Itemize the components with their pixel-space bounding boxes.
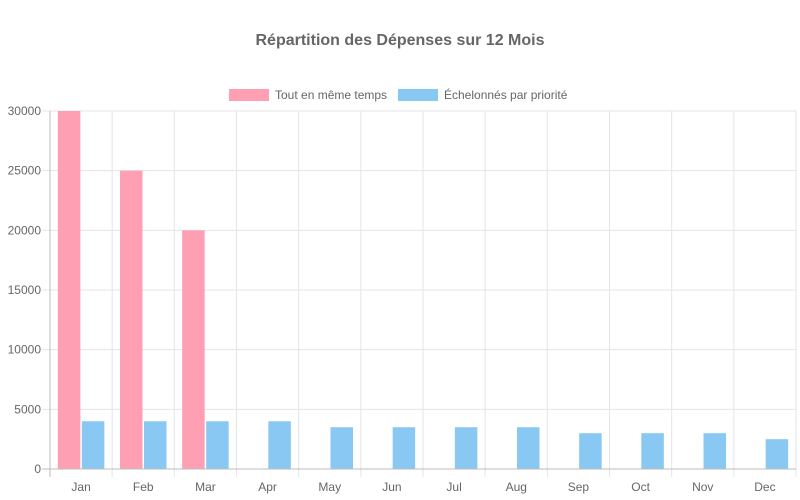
bar-echelonnes-par-priorite-may[interactable] <box>330 427 354 469</box>
bar-tout-en-meme-temps-mar[interactable] <box>182 230 205 469</box>
x-tick-label: Jan <box>71 480 90 494</box>
x-tick-label: Mar <box>195 480 216 494</box>
legend-item-echelonnes-par-priorite[interactable]: Échelonnés par priorité <box>398 87 568 102</box>
grid <box>42 110 797 477</box>
y-tick-label: 30000 <box>8 104 42 118</box>
legend-item-tout-en-meme-temps[interactable]: Tout en même temps <box>229 88 387 102</box>
y-tick-label: 0 <box>34 462 41 476</box>
bar-echelonnes-par-priorite-oct[interactable] <box>641 433 664 469</box>
bar-echelonnes-par-priorite-nov[interactable] <box>703 433 727 469</box>
bar-echelonnes-par-priorite-jun[interactable] <box>392 427 416 469</box>
y-tick-label: 25000 <box>8 164 42 178</box>
legend-label-echelonnes-par-priorite: Échelonnés par priorité <box>444 87 568 102</box>
bar-echelonnes-par-priorite-jan[interactable] <box>81 421 105 469</box>
x-tick-label: Jul <box>446 480 461 494</box>
x-tick-label: Sep <box>568 480 590 494</box>
bar-echelonnes-par-priorite-jul[interactable] <box>454 427 478 469</box>
x-tick-label: Aug <box>506 480 527 494</box>
legend-swatch-echelonnes-par-priorite <box>398 89 438 101</box>
x-tick-label: Nov <box>692 480 713 494</box>
x-tick-label: Jun <box>382 480 401 494</box>
axes: 0 5000 10000 15000 20000 25000 30000 Jan Feb Mar A… <box>8 104 796 494</box>
legend-swatch-tout-en-meme-temps <box>229 89 269 101</box>
bar-tout-en-meme-temps-jan[interactable] <box>57 111 81 469</box>
bar-echelonnes-par-priorite-dec[interactable] <box>765 439 789 469</box>
bar-tout-en-meme-temps-feb[interactable] <box>120 170 143 469</box>
bar-echelonnes-par-priorite-feb[interactable] <box>144 421 167 469</box>
legend-label-tout-en-meme-temps: Tout en même temps <box>275 88 387 102</box>
y-tick-label: 20000 <box>8 223 42 237</box>
x-tick-label: Apr <box>258 480 277 494</box>
bar-echelonnes-par-priorite-mar[interactable] <box>206 421 229 469</box>
bar-echelonnes-par-priorite-apr[interactable] <box>268 421 291 469</box>
bar-echelonnes-par-priorite-sep[interactable] <box>579 433 602 469</box>
x-tick-label: Oct <box>631 480 650 494</box>
x-tick-label: Feb <box>133 480 154 494</box>
bars <box>57 111 789 469</box>
y-tick-label: 15000 <box>8 283 42 297</box>
y-tick-label: 10000 <box>8 343 42 357</box>
x-tick-label: May <box>318 480 341 494</box>
chart-title: Répartition des Dépenses sur 12 Mois <box>256 32 545 49</box>
bar-echelonnes-par-priorite-aug[interactable] <box>517 427 540 469</box>
legend: Tout en même temps Échelonnés par priori… <box>229 87 568 102</box>
y-tick-label: 5000 <box>14 402 41 416</box>
x-tick-label: Dec <box>754 480 775 494</box>
